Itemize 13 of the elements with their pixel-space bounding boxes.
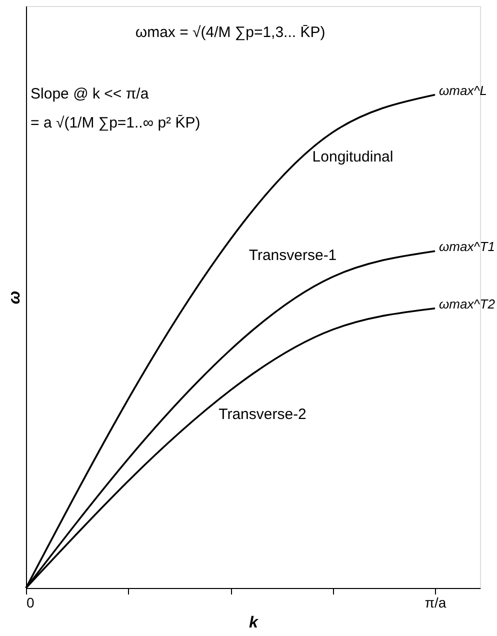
x-axis-title: k [249, 614, 260, 632]
annotation: Slope @ k << π/a [30, 85, 150, 102]
series-label: Transverse-1 [248, 246, 337, 264]
annotation: ωmax^T1 [439, 239, 495, 254]
y-axis-title: ω [6, 290, 24, 304]
x-tick-label: 0 [26, 594, 34, 610]
text: ωmax = √(4/M ∑p=1,3... K̄P) [135, 24, 326, 42]
annotation: ωmax^T2 [439, 296, 496, 312]
annotation: ωmax^L [439, 82, 488, 98]
annotation: = a √(1/M ∑p=1..∞ p² K̄P) [30, 114, 200, 132]
series-label: Transverse-2 [218, 406, 306, 424]
x-tick-label: π/a [424, 594, 446, 610]
series-label: Longitudinal [312, 148, 394, 166]
